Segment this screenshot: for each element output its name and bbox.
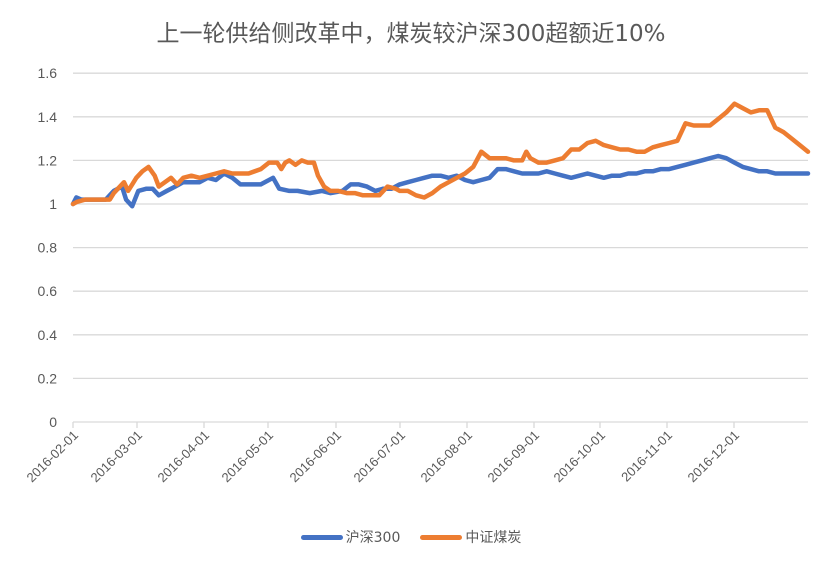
series-lines [70,101,811,209]
legend-swatch-hs300 [300,534,343,540]
y-tick-label: 1.2 [38,152,58,168]
x-tick-label: 2016-02-01 [23,428,81,486]
legend-swatch-coal [420,534,463,540]
x-tick-label: 2016-06-01 [286,428,344,486]
y-tick-label: 0.8 [38,240,58,256]
y-tick-label: 0.2 [38,370,58,386]
x-tick-label: 2016-09-01 [484,428,542,486]
legend: 沪深300 中证煤炭 [0,527,822,547]
x-tick-label: 2016-05-01 [218,428,276,486]
y-axis: 0 0.2 0.4 0.6 0.8 1 1.2 1.4 1.6 [38,65,58,430]
y-tick-label: 1.6 [38,65,58,81]
series-line-coal [70,101,811,207]
gridlines [73,72,808,423]
y-tick-label: 1.4 [38,109,58,125]
legend-item-hs300[interactable]: 沪深300 [300,527,401,547]
legend-item-coal[interactable]: 中证煤炭 [420,527,521,547]
x-tick-label: 2016-11-01 [618,428,675,485]
x-tick-label: 2016-08-01 [417,428,475,486]
series-line-hs300 [70,153,811,209]
y-tick-label: 1 [49,196,57,212]
x-tick-label: 2016-10-01 [550,428,608,486]
legend-label-hs300: 沪深300 [345,530,401,546]
x-tick-label: 2016-03-01 [87,428,145,486]
x-axis: 2016-02-01 2016-03-01 2016-04-01 2016-05-01… [23,422,742,485]
y-tick-label: 0 [49,414,57,430]
x-tick-label: 2016-12-01 [684,428,742,486]
y-tick-label: 0.6 [38,283,58,299]
x-tick-label: 2016-04-01 [154,428,212,486]
x-tick-label: 2016-07-01 [350,428,408,486]
legend-label-coal: 中证煤炭 [465,530,522,546]
chart-title: 上一轮供给侧改革中，煤炭较沪深300超额近10% [156,21,666,47]
y-tick-label: 0.4 [38,327,58,343]
